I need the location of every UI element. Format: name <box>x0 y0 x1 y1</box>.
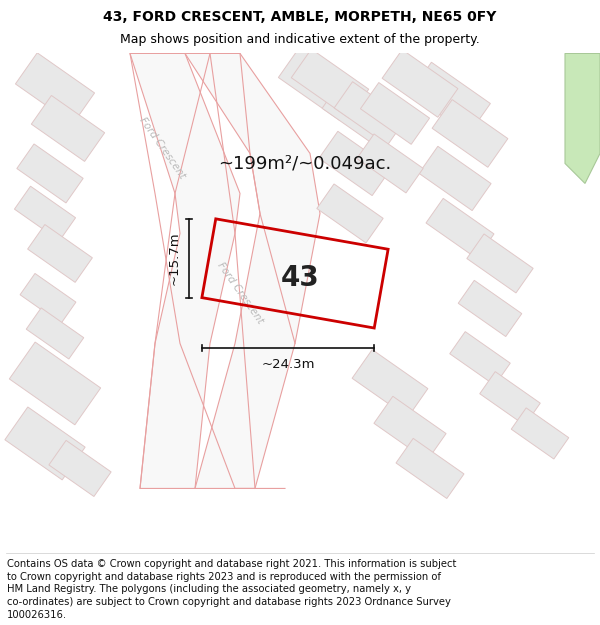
Text: co-ordinates) are subject to Crown copyright and database rights 2023 Ordnance S: co-ordinates) are subject to Crown copyr… <box>7 598 451 608</box>
Polygon shape <box>426 198 494 259</box>
Text: ~15.7m: ~15.7m <box>168 231 181 285</box>
Text: Map shows position and indicative extent of the property.: Map shows position and indicative extent… <box>120 33 480 46</box>
Polygon shape <box>396 438 464 499</box>
Polygon shape <box>31 96 104 161</box>
Polygon shape <box>361 82 430 144</box>
Polygon shape <box>467 234 533 293</box>
Polygon shape <box>10 342 101 425</box>
Polygon shape <box>334 82 406 145</box>
Polygon shape <box>322 79 398 148</box>
Polygon shape <box>382 49 458 118</box>
Polygon shape <box>565 53 600 183</box>
Text: Contains OS data © Crown copyright and database right 2021. This information is : Contains OS data © Crown copyright and d… <box>7 559 457 569</box>
Polygon shape <box>49 441 111 496</box>
Polygon shape <box>410 62 490 134</box>
Text: Ford Crescent: Ford Crescent <box>137 116 187 181</box>
Polygon shape <box>17 144 83 203</box>
Polygon shape <box>5 407 85 480</box>
Text: 43, FORD CRESCENT, AMBLE, MORPETH, NE65 0FY: 43, FORD CRESCENT, AMBLE, MORPETH, NE65 … <box>103 10 497 24</box>
Polygon shape <box>432 99 508 168</box>
Text: Ford Crescent: Ford Crescent <box>215 261 265 326</box>
Polygon shape <box>291 49 369 118</box>
Text: 100026316.: 100026316. <box>7 610 67 620</box>
Polygon shape <box>352 349 428 418</box>
Polygon shape <box>450 332 510 385</box>
Polygon shape <box>419 146 491 211</box>
Text: 43: 43 <box>281 264 319 292</box>
Polygon shape <box>185 53 320 488</box>
Polygon shape <box>130 53 240 488</box>
Polygon shape <box>28 224 92 282</box>
Polygon shape <box>16 52 95 124</box>
Polygon shape <box>317 184 383 243</box>
Polygon shape <box>26 308 84 359</box>
Polygon shape <box>458 281 522 336</box>
Text: ~199m²/~0.049ac.: ~199m²/~0.049ac. <box>218 154 392 173</box>
Polygon shape <box>511 408 569 459</box>
Polygon shape <box>278 46 362 121</box>
Text: to Crown copyright and database rights 2023 and is reproduced with the permissio: to Crown copyright and database rights 2… <box>7 571 441 581</box>
Polygon shape <box>319 131 391 196</box>
Polygon shape <box>20 274 76 323</box>
Polygon shape <box>357 134 423 193</box>
Text: HM Land Registry. The polygons (including the associated geometry, namely x, y: HM Land Registry. The polygons (includin… <box>7 584 411 594</box>
Polygon shape <box>480 372 540 425</box>
Polygon shape <box>14 186 76 241</box>
Text: ~24.3m: ~24.3m <box>262 358 315 371</box>
Polygon shape <box>374 396 446 461</box>
